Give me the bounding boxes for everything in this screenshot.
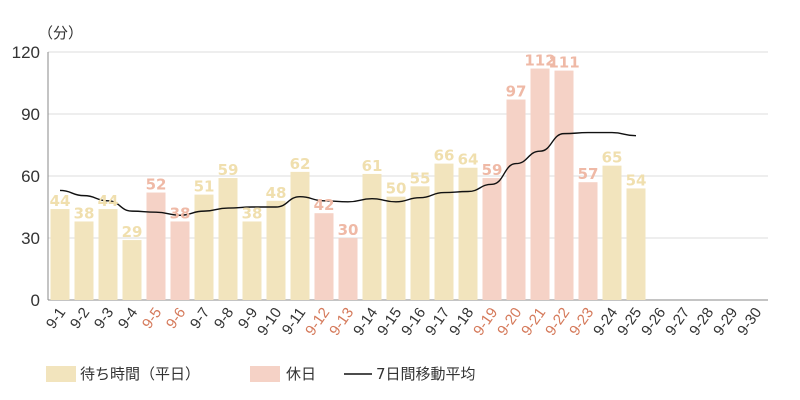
x-tick-label: 9-19 bbox=[470, 305, 501, 339]
x-tick-label: 9-16 bbox=[398, 305, 429, 339]
value-label-9-16: 55 bbox=[410, 169, 431, 187]
value-label-9-6: 38 bbox=[170, 204, 191, 222]
moving-average-path bbox=[59, 131, 637, 216]
bars bbox=[50, 68, 646, 301]
value-label-9-13: 30 bbox=[338, 221, 359, 239]
bar-9-7 bbox=[194, 194, 214, 300]
x-tick-label: 9-30 bbox=[734, 305, 765, 339]
bar-9-20 bbox=[506, 99, 526, 301]
bar-9-14 bbox=[362, 173, 382, 300]
value-label-9-1: 44 bbox=[50, 192, 71, 210]
legend-label-holiday: 休日 bbox=[286, 365, 316, 383]
x-tick-label: 9-26 bbox=[638, 305, 669, 339]
x-tick-label: 9-24 bbox=[590, 305, 621, 339]
grid-lines bbox=[47, 51, 768, 301]
bar-9-4 bbox=[122, 240, 142, 300]
x-tick-label: 9-10 bbox=[254, 305, 285, 339]
x-tick-label: 9-1 bbox=[43, 305, 69, 333]
value-label-9-22: 111 bbox=[548, 54, 579, 72]
legend: 待ち時間（平日） 休日 7日間移動平均 bbox=[46, 365, 476, 383]
value-label-9-8: 59 bbox=[218, 161, 239, 179]
x-tick-label: 9-27 bbox=[662, 305, 693, 339]
value-label-9-10: 48 bbox=[266, 184, 287, 202]
y-tick-label: 0 bbox=[31, 291, 40, 310]
x-tick-label: 9-2 bbox=[67, 305, 93, 333]
x-tick-label: 9-18 bbox=[446, 305, 477, 339]
bar-9-22 bbox=[554, 70, 574, 300]
x-tick-label: 9-20 bbox=[494, 305, 525, 339]
x-tick-label: 9-25 bbox=[614, 305, 645, 339]
bar-9-6 bbox=[170, 221, 190, 300]
value-label-9-24: 65 bbox=[602, 149, 623, 167]
bar-9-12 bbox=[314, 213, 334, 300]
x-tick-label: 9-23 bbox=[566, 305, 597, 339]
x-tick-label: 9-15 bbox=[374, 305, 405, 339]
value-label-9-4: 29 bbox=[122, 223, 143, 241]
y-tick-label: 30 bbox=[21, 229, 40, 248]
value-label-9-2: 38 bbox=[74, 204, 95, 222]
bar-9-8 bbox=[218, 178, 238, 300]
bar-9-18 bbox=[458, 167, 478, 300]
bar-9-15 bbox=[386, 196, 406, 300]
x-tick-label: 9-3 bbox=[91, 305, 117, 333]
value-label-9-9: 38 bbox=[242, 204, 263, 222]
value-label-9-7: 51 bbox=[194, 178, 215, 196]
x-tick-label: 9-29 bbox=[710, 305, 741, 339]
x-tick-label: 9-21 bbox=[518, 305, 549, 339]
bar-9-21 bbox=[530, 68, 550, 301]
x-tick-label: 9-22 bbox=[542, 305, 573, 339]
bar-9-10 bbox=[266, 200, 286, 300]
bar-9-9 bbox=[242, 221, 262, 300]
x-tick-label: 9-13 bbox=[326, 305, 357, 339]
value-label-9-18: 64 bbox=[458, 151, 479, 169]
moving-average-line bbox=[59, 131, 637, 216]
bar-9-24 bbox=[602, 165, 622, 300]
x-tick-label: 9-8 bbox=[211, 305, 237, 333]
value-label-9-23: 57 bbox=[578, 165, 599, 183]
value-label-9-25: 54 bbox=[626, 171, 647, 189]
value-label-9-14: 61 bbox=[362, 157, 383, 175]
y-axis-ticks: 0 30 60 90 120 bbox=[12, 43, 40, 310]
bar-9-25 bbox=[626, 188, 646, 300]
bar-9-23 bbox=[578, 182, 598, 300]
value-label-9-19: 59 bbox=[482, 161, 503, 179]
x-tick-label: 9-11 bbox=[279, 305, 310, 338]
x-tick-label: 9-17 bbox=[422, 305, 453, 339]
x-tick-label: 9-7 bbox=[187, 305, 213, 333]
bar-9-17 bbox=[434, 163, 454, 300]
x-tick-label: 9-14 bbox=[350, 305, 381, 339]
bar-9-5 bbox=[146, 192, 166, 300]
value-label-9-5: 52 bbox=[146, 176, 167, 194]
value-label-9-12: 42 bbox=[314, 196, 335, 214]
x-tick-label: 9-6 bbox=[163, 305, 189, 333]
x-tick-label: 9-28 bbox=[686, 305, 717, 339]
value-label-9-3: 44 bbox=[98, 192, 119, 210]
legend-label-weekday: 待ち時間（平日） bbox=[80, 365, 200, 383]
y-axis-unit-label: （分） bbox=[38, 24, 83, 42]
x-tick-label: 9-4 bbox=[115, 305, 141, 333]
value-label-9-17: 66 bbox=[434, 147, 455, 165]
value-label-9-11: 62 bbox=[290, 155, 311, 173]
value-label-9-21: 112 bbox=[524, 52, 555, 70]
value-label-9-20: 97 bbox=[506, 83, 527, 101]
bar-9-19 bbox=[482, 178, 502, 300]
legend-swatch-weekday bbox=[46, 366, 76, 382]
y-tick-label: 120 bbox=[12, 43, 40, 62]
bar-9-16 bbox=[410, 186, 430, 300]
y-tick-label: 60 bbox=[21, 167, 40, 186]
bar-9-1 bbox=[50, 209, 70, 300]
legend-label-moving-average: 7日間移動平均 bbox=[376, 365, 476, 383]
x-tick-label: 9-12 bbox=[302, 305, 333, 339]
bar-9-13 bbox=[338, 238, 358, 300]
x-tick-label: 9-5 bbox=[139, 305, 165, 333]
bar-9-3 bbox=[98, 209, 118, 300]
x-axis-ticks: 9-19-29-39-49-59-69-79-89-99-109-119-129… bbox=[43, 305, 765, 339]
y-tick-label: 90 bbox=[21, 105, 40, 124]
bar-9-2 bbox=[74, 221, 94, 300]
legend-swatch-holiday bbox=[250, 366, 280, 382]
bar-9-11 bbox=[290, 171, 310, 300]
value-label-9-15: 50 bbox=[386, 180, 407, 198]
